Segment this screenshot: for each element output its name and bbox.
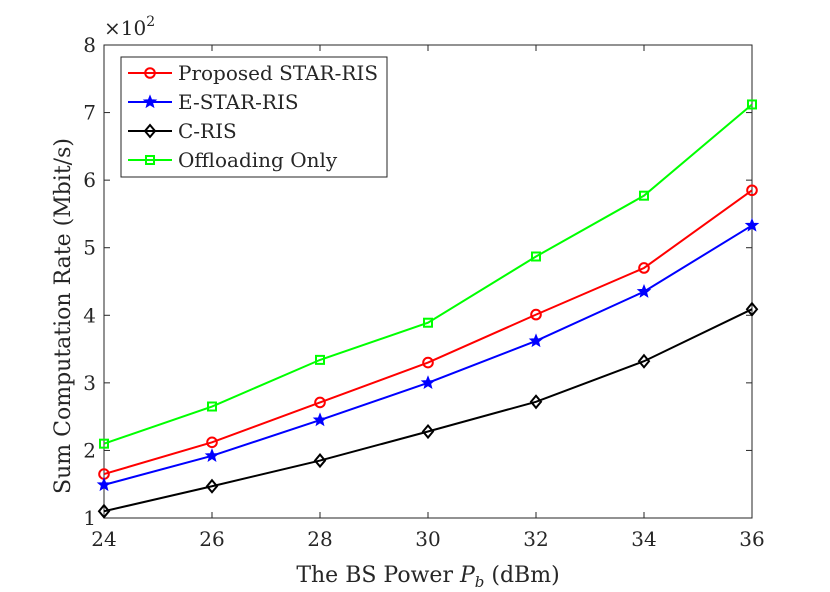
data-point-marker bbox=[528, 333, 544, 348]
legend-entry-label: C-RIS bbox=[178, 119, 237, 143]
y-axis-multiplier: ×102 bbox=[104, 14, 155, 40]
x-tick-label: 24 bbox=[91, 527, 116, 551]
data-point-marker bbox=[530, 308, 542, 321]
y-tick-label: 5 bbox=[83, 236, 96, 260]
data-point-marker bbox=[637, 353, 651, 369]
data-point-marker bbox=[531, 251, 541, 262]
data-point-marker bbox=[313, 453, 327, 469]
data-point-marker bbox=[746, 184, 758, 197]
data-point-marker bbox=[421, 423, 435, 440]
data-point-marker bbox=[420, 375, 436, 390]
y-tick-label: 2 bbox=[83, 438, 96, 462]
y-tick-label: 8 bbox=[83, 33, 96, 57]
series-line bbox=[103, 103, 753, 445]
data-point-marker bbox=[205, 478, 219, 494]
legend-marker bbox=[142, 94, 158, 109]
x-tick-label: 32 bbox=[523, 527, 548, 551]
legend-box bbox=[120, 56, 388, 178]
y-tick-label: 4 bbox=[83, 303, 96, 327]
y-tick-label: 6 bbox=[83, 168, 96, 192]
data-point-marker bbox=[747, 99, 757, 110]
series-c-ris bbox=[97, 301, 759, 519]
series-offloading-only bbox=[99, 99, 757, 449]
x-tick-label: 28 bbox=[307, 527, 332, 551]
data-point-marker bbox=[206, 436, 218, 449]
data-point-marker bbox=[314, 396, 326, 409]
data-point-marker bbox=[745, 301, 759, 317]
y-tick-label: 3 bbox=[83, 371, 96, 395]
y-tick-label: 7 bbox=[83, 101, 96, 125]
series-line bbox=[103, 189, 753, 476]
y-tick-label: 1 bbox=[83, 506, 96, 530]
data-point-marker bbox=[97, 503, 111, 519]
data-point-marker bbox=[638, 262, 650, 274]
data-point-marker bbox=[422, 356, 434, 369]
legend-entry-label: E-STAR-RIS bbox=[178, 90, 299, 114]
data-point-marker bbox=[423, 317, 433, 328]
x-tick-label: 30 bbox=[415, 527, 440, 551]
legend-marker bbox=[144, 67, 156, 79]
data-point-marker bbox=[639, 190, 649, 201]
legend-marker bbox=[145, 155, 155, 165]
data-point-marker bbox=[312, 412, 328, 427]
data-point-marker bbox=[207, 401, 217, 412]
series-line bbox=[103, 308, 753, 513]
data-point-marker bbox=[529, 394, 543, 410]
data-point-marker bbox=[744, 217, 760, 232]
legend-entry-label: Proposed STAR-RIS bbox=[178, 61, 378, 85]
plot-series bbox=[96, 99, 760, 519]
data-point-marker bbox=[99, 438, 109, 449]
x-tick-label: 26 bbox=[199, 527, 224, 551]
y-axis-label: Sum Computation Rate (Mbit/s) bbox=[51, 138, 76, 494]
series-e-star-ris bbox=[96, 217, 760, 492]
data-point-marker bbox=[636, 284, 652, 298]
x-tick-label: 36 bbox=[739, 527, 764, 551]
series-proposed-star-ris bbox=[98, 184, 758, 480]
legend: Proposed STAR-RIS E-STAR-RIS C-RIS Offloadi… bbox=[120, 56, 388, 178]
data-point-marker bbox=[315, 354, 325, 365]
x-tick-label: 34 bbox=[631, 527, 656, 551]
data-point-marker bbox=[96, 477, 112, 492]
legend-marker bbox=[143, 123, 157, 139]
x-axis-label: The BS Power Pb (dBm) bbox=[296, 563, 559, 591]
data-point-marker bbox=[204, 448, 220, 463]
legend-entry-label: Offloading Only bbox=[178, 148, 338, 172]
